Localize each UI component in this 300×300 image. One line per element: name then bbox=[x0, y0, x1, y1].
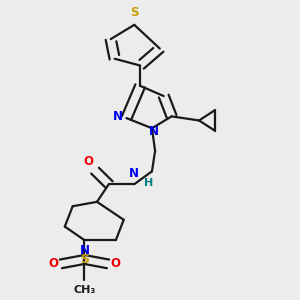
Text: N: N bbox=[113, 110, 123, 123]
Text: CH₃: CH₃ bbox=[73, 285, 96, 295]
Text: N: N bbox=[129, 167, 139, 180]
Text: S: S bbox=[130, 6, 139, 19]
Text: O: O bbox=[49, 257, 59, 270]
Text: S: S bbox=[80, 253, 89, 266]
Text: H: H bbox=[144, 178, 153, 188]
Text: N: N bbox=[149, 125, 159, 138]
Text: O: O bbox=[110, 257, 120, 270]
Text: N: N bbox=[80, 244, 89, 257]
Text: O: O bbox=[83, 155, 93, 168]
